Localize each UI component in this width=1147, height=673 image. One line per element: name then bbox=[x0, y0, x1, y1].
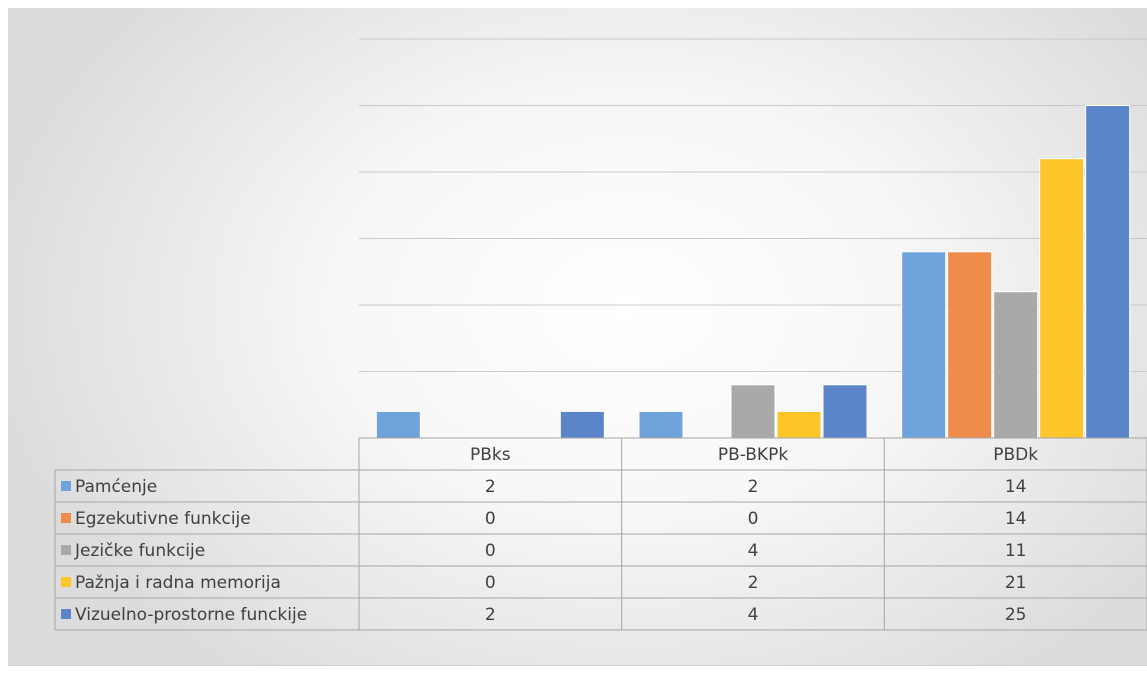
table-cell: 11 bbox=[1005, 541, 1027, 561]
legend-label: Egzekutivne funkcije bbox=[75, 509, 251, 529]
legend-key-2 bbox=[61, 545, 71, 555]
table-cell: 14 bbox=[1005, 509, 1027, 529]
bar-4-2 bbox=[1085, 105, 1131, 439]
legend-label: Vizuelno-prostorne funckije bbox=[75, 605, 307, 625]
bar-4-0 bbox=[559, 410, 605, 439]
table-cell: 4 bbox=[748, 541, 759, 561]
category-label: PBks bbox=[470, 445, 511, 465]
legend-label: Pamćenje bbox=[75, 477, 157, 497]
table-cell: 2 bbox=[748, 477, 759, 497]
legend-key-0 bbox=[61, 481, 71, 491]
table-cell: 2 bbox=[485, 477, 496, 497]
legend-key-3 bbox=[61, 577, 71, 587]
legend-key-1 bbox=[61, 513, 71, 523]
legend-key-4 bbox=[61, 609, 71, 619]
table-cell: 0 bbox=[485, 541, 496, 561]
category-label: PB-BKPk bbox=[718, 445, 789, 465]
bar-4-1 bbox=[822, 384, 868, 439]
legend-label: Pažnja i radna memorija bbox=[75, 573, 281, 593]
bar-2-2 bbox=[993, 291, 1039, 439]
bar-1-2 bbox=[947, 251, 993, 439]
bar-0-2 bbox=[901, 251, 947, 439]
bar-2-1 bbox=[730, 384, 776, 439]
table-cell: 14 bbox=[1005, 477, 1027, 497]
bar-0-1 bbox=[638, 410, 684, 439]
bar-0-0 bbox=[375, 410, 421, 439]
table-cell: 0 bbox=[748, 509, 759, 529]
bar-3-2 bbox=[1039, 158, 1085, 439]
bar-3-1 bbox=[776, 410, 822, 439]
chart-frame: PBks PB-BKPk PBDk Pamćenje 2 2 14 Egzekutivne f… bbox=[8, 8, 1147, 666]
table-cell: 2 bbox=[485, 605, 496, 625]
table-cell: 25 bbox=[1005, 605, 1027, 625]
table-cell: 21 bbox=[1005, 573, 1027, 593]
table-cell: 0 bbox=[485, 573, 496, 593]
legend-label: Jezičke funkcije bbox=[74, 541, 205, 561]
category-label: PBDk bbox=[993, 445, 1038, 465]
table-cell: 4 bbox=[748, 605, 759, 625]
table-cell: 0 bbox=[485, 509, 496, 529]
table-cell: 2 bbox=[748, 573, 759, 593]
